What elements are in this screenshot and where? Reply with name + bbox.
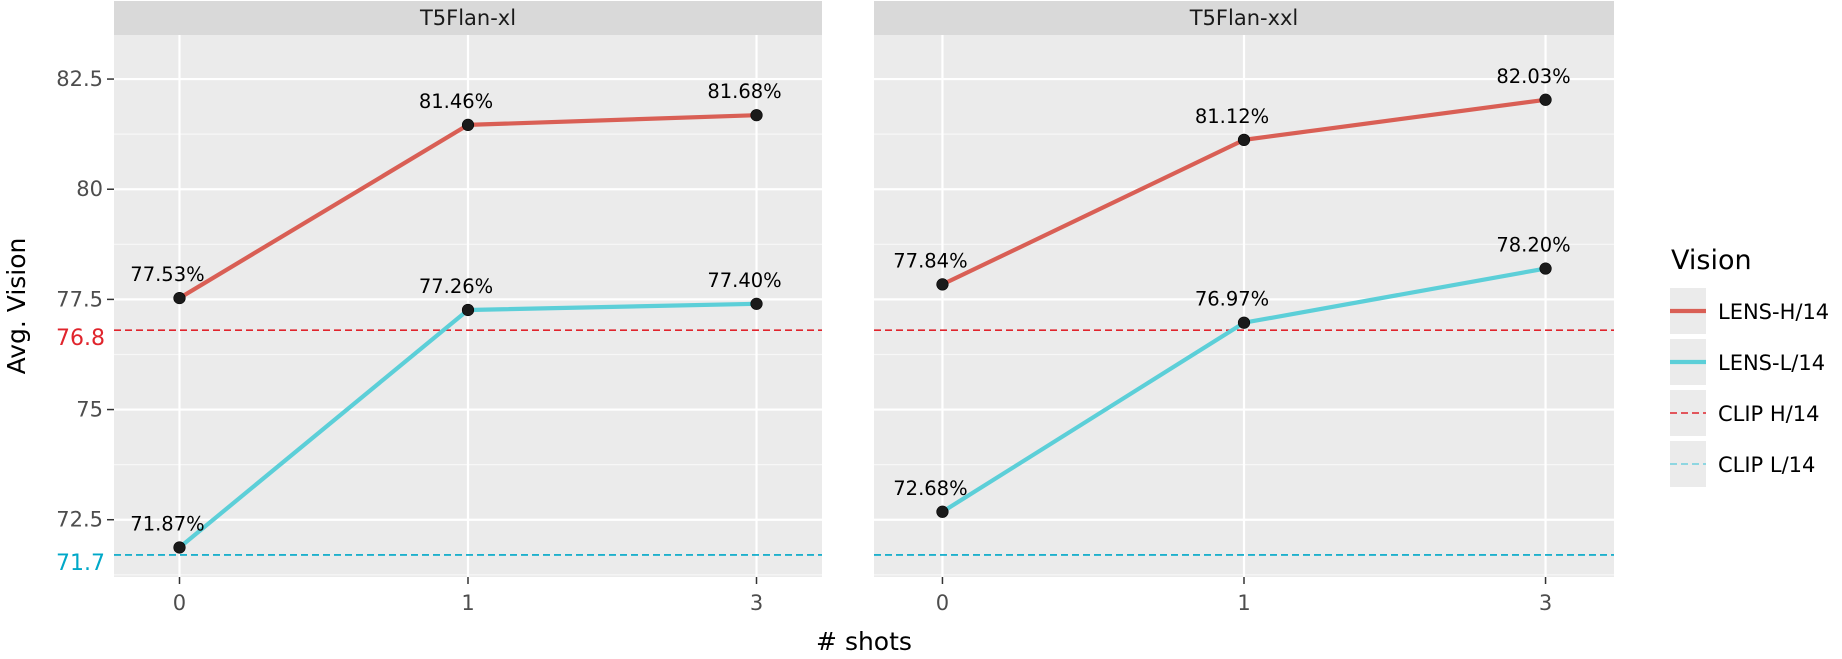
legend-label-1: LENS-L/14 — [1718, 351, 1825, 375]
data-point-0-1-1 — [461, 303, 475, 317]
data-point-1-0-0 — [936, 278, 949, 291]
data-point-1-1-1 — [1237, 316, 1251, 329]
y-tick-label-1: 75 — [76, 398, 103, 422]
data-point-0-0-2 — [750, 109, 763, 122]
data-label-1-1-0: 72.68% — [893, 477, 967, 500]
data-label-1-1-1: 76.97% — [1195, 288, 1269, 311]
x-axis-title: # shots — [816, 627, 912, 655]
data-point-0-1-2 — [750, 297, 763, 310]
data-label-0-0-1: 81.46% — [419, 90, 493, 113]
y-tick-label-3: 80 — [76, 177, 103, 201]
reference-value-label-0: 76.8 — [56, 326, 105, 351]
data-label-0-0-2: 81.68% — [707, 80, 781, 103]
data-point-1-0-2 — [1539, 93, 1552, 106]
facet-title-0: T5Flan-xl — [419, 6, 516, 30]
legend-label-3: CLIP L/14 — [1718, 453, 1815, 477]
facet-strip-0 — [114, 1, 822, 35]
legend-title: Vision — [1671, 245, 1752, 276]
x-tick-label-0-1: 1 — [461, 591, 474, 615]
data-label-0-1-0: 71.87% — [130, 512, 204, 535]
data-point-1-0-1 — [1237, 133, 1251, 146]
legend-label-0: LENS-H/14 — [1718, 300, 1829, 324]
x-tick-label-0-0: 0 — [173, 591, 186, 615]
y-axis-title: Avg. Vision — [2, 238, 31, 375]
reference-value-label-1: 71.7 — [56, 551, 105, 576]
data-label-1-1-2: 78.20% — [1496, 234, 1570, 257]
x-tick-label-1-0: 0 — [936, 591, 949, 615]
data-label-1-0-1: 81.12% — [1195, 105, 1269, 128]
data-label-0-0-0: 77.53% — [130, 263, 204, 286]
data-point-0-0-1 — [461, 118, 475, 131]
data-label-1-0-0: 77.84% — [893, 249, 967, 272]
data-point-1-1-2 — [1539, 262, 1552, 275]
facet-title-1: T5Flan-xxl — [1189, 6, 1299, 30]
y-tick-label-0: 72.5 — [56, 508, 103, 532]
data-point-0-0-0 — [173, 291, 186, 305]
y-tick-label-4: 82.5 — [56, 67, 103, 91]
data-point-0-1-0 — [173, 541, 186, 554]
x-tick-label-0-2: 3 — [750, 591, 763, 615]
facet-strip-1 — [874, 1, 1614, 35]
data-label-0-1-2: 77.40% — [707, 269, 781, 292]
data-label-0-1-1: 77.26% — [419, 275, 493, 298]
data-label-1-0-2: 82.03% — [1496, 65, 1570, 88]
x-tick-label-1-2: 3 — [1539, 591, 1552, 615]
legend-label-2: CLIP H/14 — [1718, 402, 1819, 426]
y-tick-label-2: 77.5 — [56, 287, 103, 311]
x-tick-label-1-1: 1 — [1237, 591, 1250, 615]
data-point-1-1-0 — [936, 505, 949, 518]
